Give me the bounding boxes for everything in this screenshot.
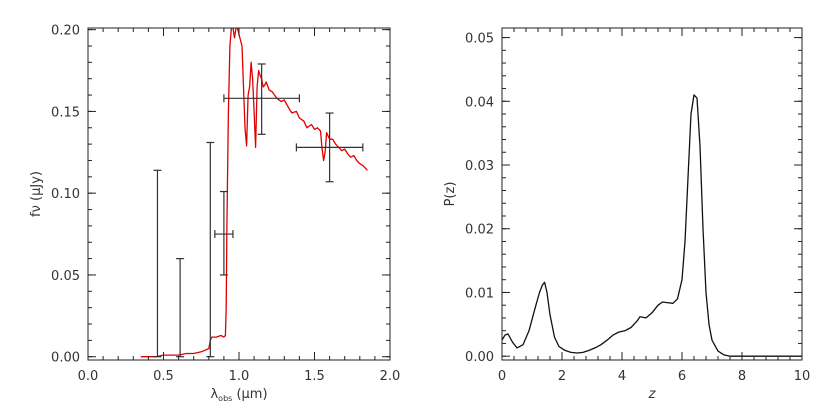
sed-x-label-unit: (μm) — [232, 387, 267, 402]
pz-y-tick-label: 0.01 — [465, 286, 494, 301]
sed-x-tick-label: 1.0 — [229, 369, 250, 384]
sed-x-tick-label: 2.0 — [380, 369, 401, 384]
sed-panel: 0.0 0.5 1.0 1.5 2.0 0.00 0.05 0.10 0.15 0.20 λobs… — [29, 24, 400, 403]
pz-x-tick-label: 4 — [618, 369, 626, 384]
pz-plot-frame — [501, 27, 803, 361]
sed-plot-frame — [87, 27, 391, 361]
sed-errorbar — [206, 141, 215, 358]
sed-axis-ticks: 0.0 0.5 1.0 1.5 2.0 0.00 0.05 0.10 0.15 0.20 — [51, 24, 400, 384]
pz-x-axis-label: z — [648, 387, 657, 402]
pz-probability-distribution-line — [502, 94, 802, 357]
pz-y-tick-label: 0.04 — [465, 95, 494, 110]
redshift-panel: 0 2 4 6 8 10 0.00 0.01 0.02 0.03 0.04 0.05 z P(z) — [443, 27, 810, 402]
pz-x-tick-label: 6 — [678, 369, 686, 384]
sed-errorbar — [176, 258, 185, 358]
pz-y-tick-label: 0.03 — [465, 159, 494, 174]
sed-y-tick-label: 0.05 — [51, 269, 80, 284]
sed-errorbar — [295, 112, 364, 183]
pz-y-tick-label: 0.05 — [465, 32, 494, 47]
sed-x-label-subscript: obs — [218, 394, 232, 403]
pz-y-tick-label: 0.02 — [465, 223, 494, 238]
sed-x-label-main: λ — [210, 387, 218, 402]
sed-x-tick-label: 0.5 — [153, 369, 174, 384]
pz-y-tick-label: 0.00 — [465, 350, 494, 365]
sed-plot-area — [140, 28, 368, 358]
pz-axis-ticks: 0 2 4 6 8 10 0.00 0.01 0.02 0.03 0.04 0.05 — [465, 28, 810, 384]
pz-x-tick-label: 0 — [498, 369, 506, 384]
sed-x-tick-label: 1.5 — [304, 369, 325, 384]
sed-y-tick-label: 0.15 — [51, 105, 80, 120]
pz-y-axis-label: P(z) — [443, 182, 458, 207]
pz-x-tick-label: 8 — [738, 369, 746, 384]
sed-errorbar — [223, 63, 300, 135]
sed-model-sed-line — [140, 28, 368, 358]
sed-y-tick-label: 0.10 — [51, 187, 80, 202]
sed-x-axis-label: λobs (μm) — [210, 387, 267, 403]
sed-errorbar — [214, 190, 234, 276]
pz-x-tick-label: 2 — [558, 369, 566, 384]
sed-y-tick-label: 0.20 — [51, 24, 80, 39]
sed-errorbar — [153, 169, 162, 358]
sed-x-tick-label: 0.0 — [78, 369, 99, 384]
pz-plot-area — [502, 94, 802, 357]
sed-y-axis-label: fν (μJy) — [29, 171, 44, 217]
sed-y-tick-label: 0.00 — [51, 351, 80, 366]
pz-x-tick-label: 10 — [794, 369, 811, 384]
